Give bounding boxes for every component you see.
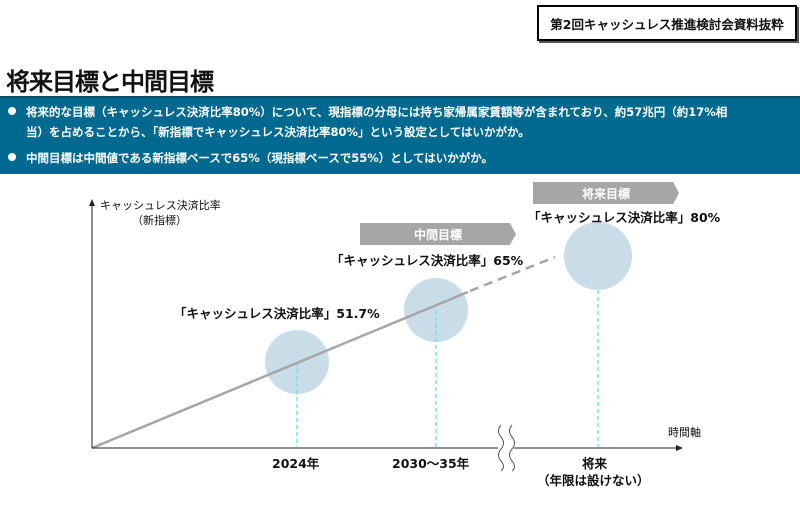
x-label-future: 将来 <box>582 456 608 471</box>
label-mid: 「キャッシュレス決済比率」65% <box>331 253 524 268</box>
axis-break-icon <box>498 424 515 472</box>
source-label: 第2回キャッシュレス推進検討会資料抜粋 <box>537 5 797 41</box>
banner-mid: 中間目標 <box>360 223 516 245</box>
x-label-future-sub: （年限は設けない） <box>537 473 650 488</box>
bullet-1-text: 将来的な目標（キャッシュレス決済比率80%）について、現指標の分母には持ち家帰属… <box>26 105 728 119</box>
bullet-1-cont: 当）を占めることから、「新指標でキャッシュレス決済比率80%」という設定としては… <box>26 125 530 139</box>
y-axis-label: キャッシュレス決済比率 <box>100 199 221 212</box>
x-axis-label: 時間軸 <box>668 426 701 439</box>
trend-line-dashed <box>469 255 556 293</box>
page-title: 将来目標と中間目標 <box>6 68 214 96</box>
label-future: 「キャッシュレス決済比率」80% <box>528 210 721 225</box>
banner-future: 将来目標 <box>533 182 679 204</box>
x-label-mid: 2030～35年 <box>392 456 470 471</box>
x-label-2024: 2024年 <box>272 456 320 471</box>
summary-bar: 将来的な目標（キャッシュレス決済比率80%）について、現指標の分母には持ち家帰属… <box>0 96 800 174</box>
bullet-dot-icon <box>8 153 16 161</box>
bullet-2-text: 中間目標は中間値である新指標ベースで65%（現指標ベースで55%）としてはいかが… <box>26 151 493 165</box>
y-axis-sub: （新指標） <box>132 214 187 227</box>
bullet-1: 将来的な目標（キャッシュレス決済比率80%）について、現指標の分母には持ち家帰属… <box>8 102 727 122</box>
label-2024: 「キャッシュレス決済比率」51.7% <box>174 306 380 321</box>
bullet-dot-icon <box>8 107 16 115</box>
circle-future <box>564 222 632 290</box>
bullet-2: 中間目標は中間値である新指標ベースで65%（現指標ベースで55%）としてはいかが… <box>8 148 493 168</box>
trend-line <box>91 290 469 450</box>
